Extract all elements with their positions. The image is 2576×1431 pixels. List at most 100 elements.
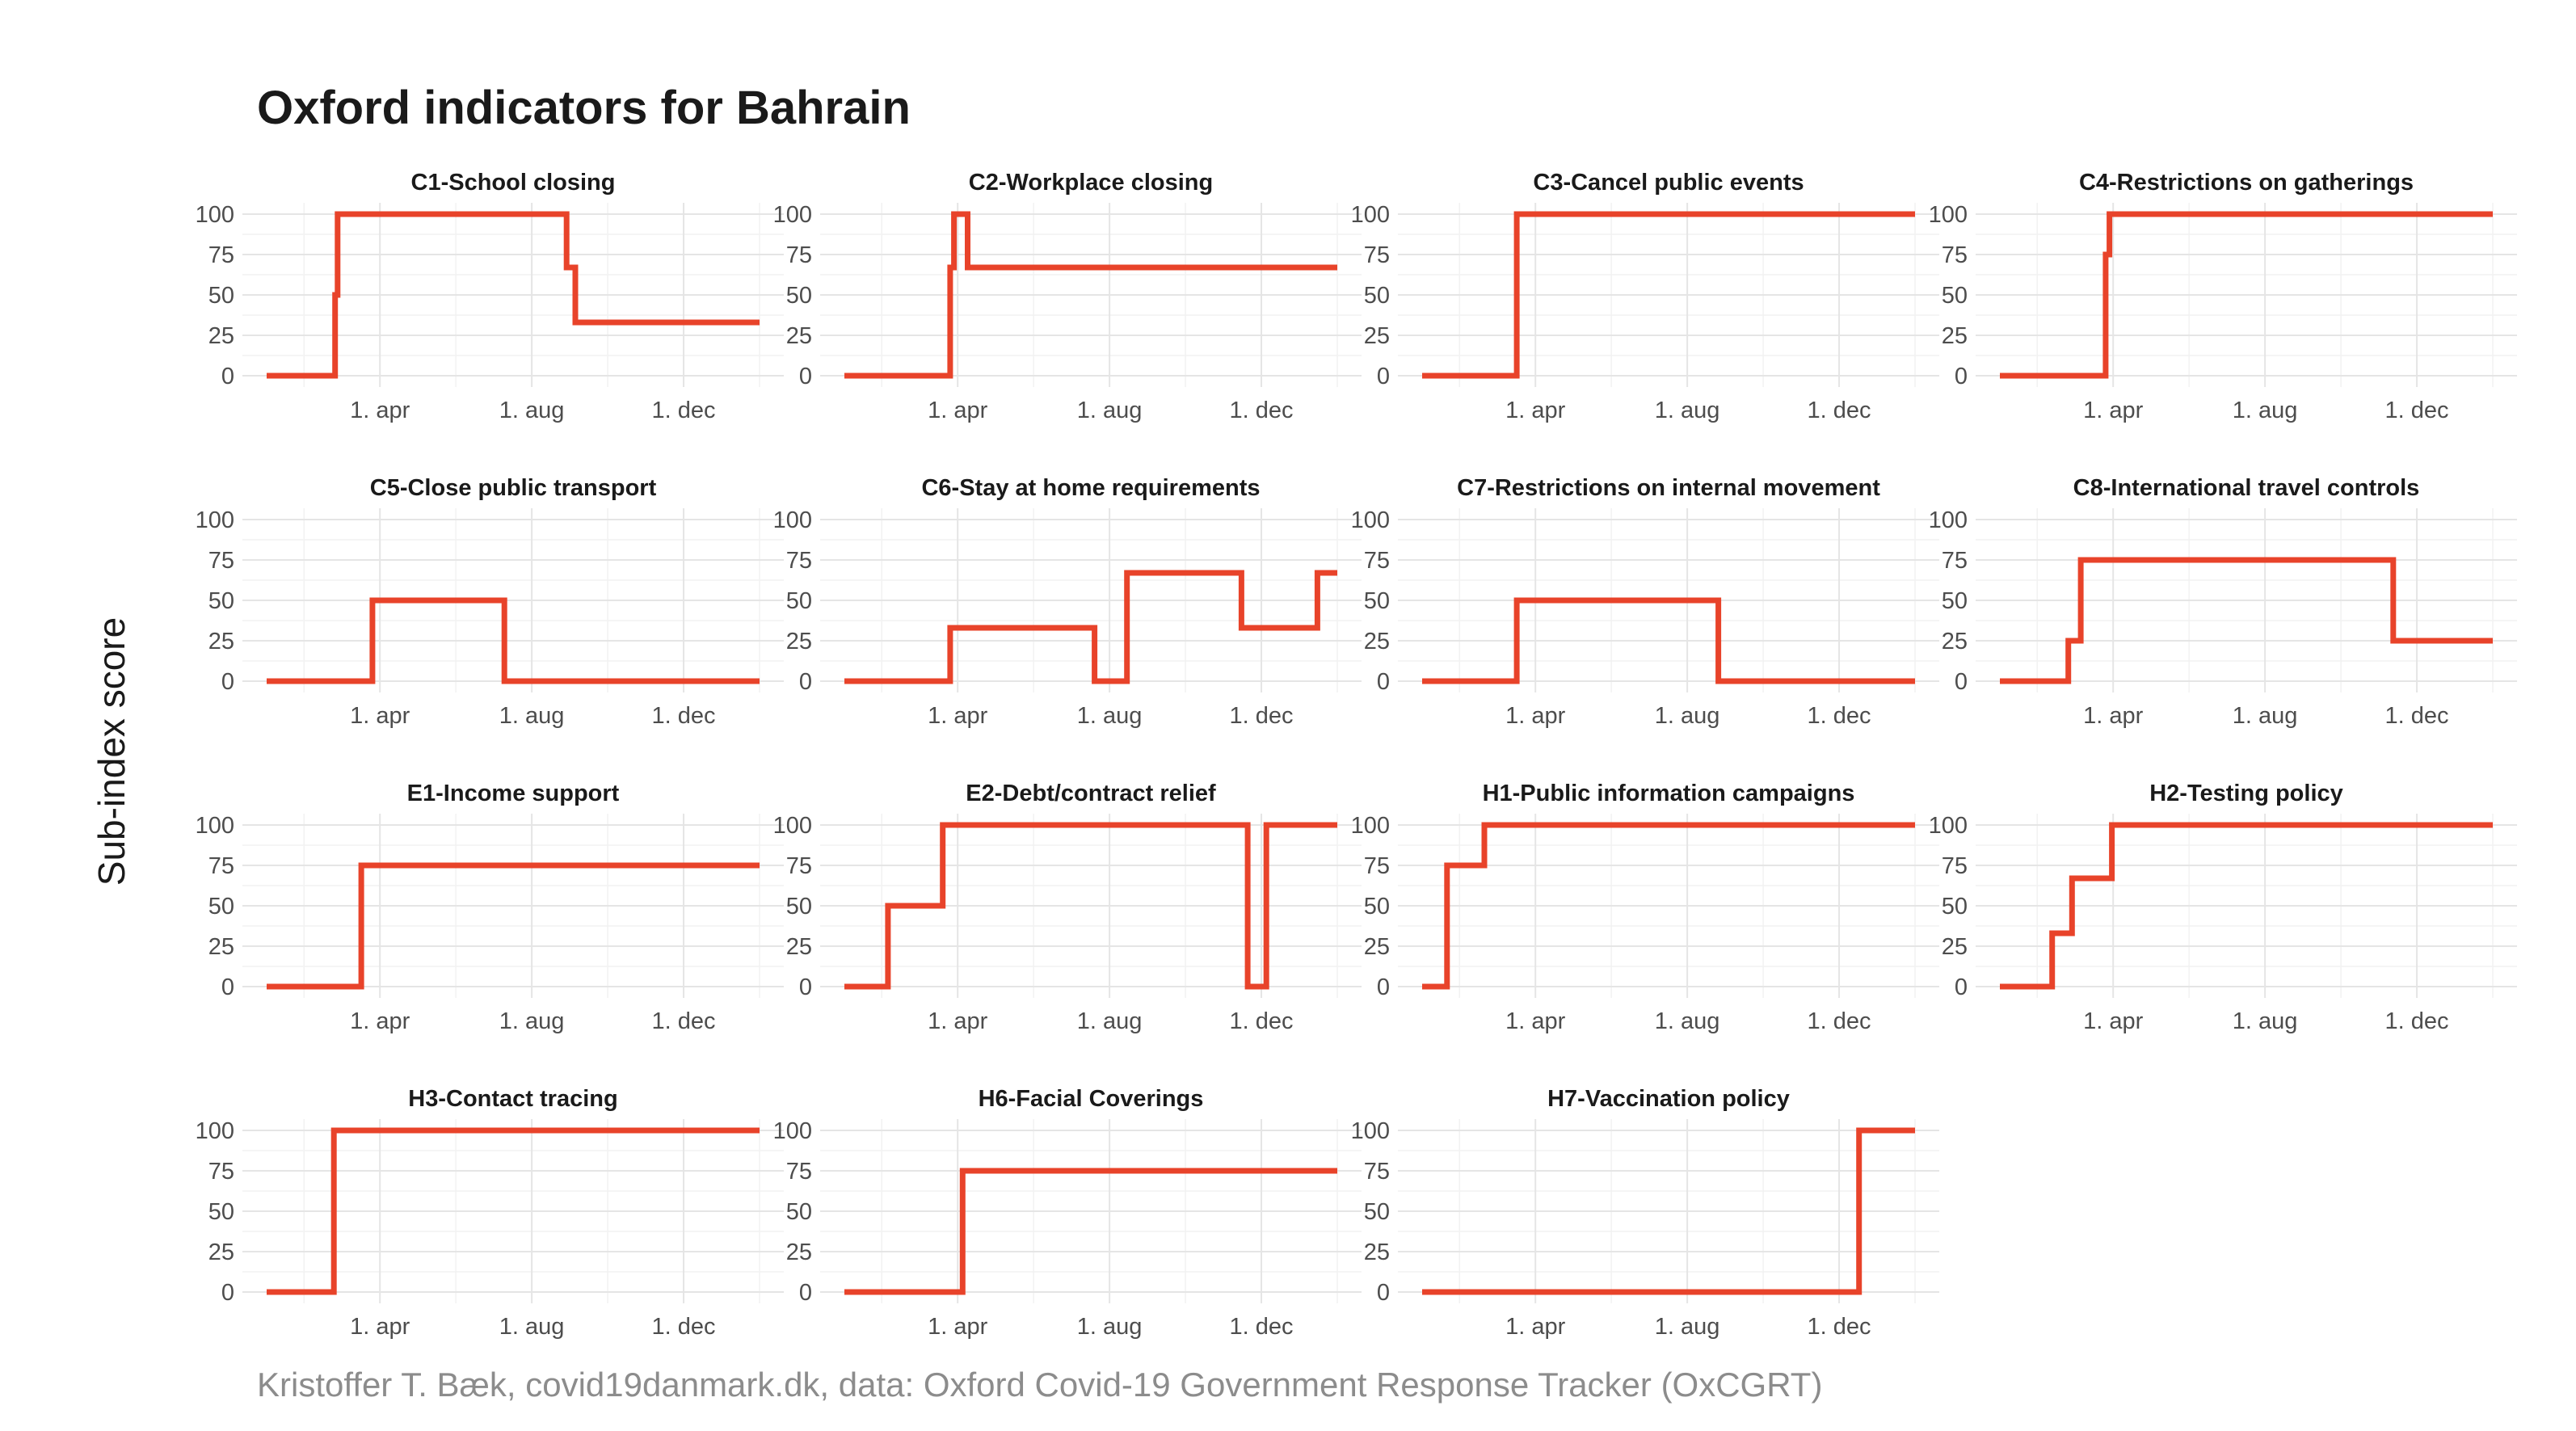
panel-title: E2-Debt/contract relief bbox=[966, 781, 1216, 806]
x-tick-label: 1. apr bbox=[350, 703, 410, 729]
y-tick-label: 100 bbox=[1351, 1118, 1390, 1144]
y-tick-label: 25 bbox=[208, 1239, 234, 1265]
y-tick-label: 100 bbox=[773, 1118, 812, 1144]
y-tick-label: 75 bbox=[1942, 853, 1968, 879]
y-tick-label: 0 bbox=[799, 974, 812, 1000]
y-tick-label: 50 bbox=[1364, 1199, 1390, 1225]
y-tick-label: 75 bbox=[1364, 853, 1390, 879]
y-tick-label: 100 bbox=[1929, 202, 1968, 228]
y-tick-label: 25 bbox=[786, 1239, 812, 1265]
y-tick-label: 50 bbox=[208, 1199, 234, 1225]
panel-title: H7-Vaccination policy bbox=[1547, 1086, 1790, 1112]
y-tick-label: 50 bbox=[1942, 588, 1968, 614]
panel-8: 0 25 50 75 100 1. apr 1. aug 1. dec C8-Internati… bbox=[1929, 475, 2517, 729]
panel-title: C4-Restrictions on gatherings bbox=[2079, 170, 2414, 196]
y-tick-label: 75 bbox=[208, 242, 234, 268]
y-tick-label: 0 bbox=[221, 1280, 234, 1306]
y-tick-label: 25 bbox=[208, 934, 234, 960]
x-tick-label: 1. apr bbox=[350, 1008, 410, 1034]
y-tick-label: 100 bbox=[773, 202, 812, 228]
y-tick-label: 75 bbox=[1942, 242, 1968, 268]
series-line bbox=[267, 862, 760, 990]
x-tick-label: 1. aug bbox=[1655, 703, 1720, 729]
x-tick-label: 1. dec bbox=[652, 398, 716, 423]
x-tick-label: 1. apr bbox=[350, 398, 410, 423]
y-tick-label: 0 bbox=[1377, 364, 1390, 389]
y-tick-label: 25 bbox=[786, 323, 812, 349]
x-tick-label: 1. aug bbox=[499, 703, 565, 729]
series-line bbox=[2000, 822, 2493, 990]
y-tick-label: 100 bbox=[1929, 813, 1968, 839]
y-tick-label: 50 bbox=[1942, 283, 1968, 309]
panel-title: H3-Contact tracing bbox=[408, 1086, 617, 1112]
panel-5: 0 25 50 75 100 1. apr 1. aug 1. dec C5-Close pub… bbox=[196, 475, 784, 729]
panel-title: C3-Cancel public events bbox=[1533, 170, 1804, 196]
x-tick-label: 1. aug bbox=[499, 398, 565, 423]
y-tick-label: 0 bbox=[799, 364, 812, 389]
series-line bbox=[267, 211, 760, 379]
panel-9: 0 25 50 75 100 1. apr 1. aug 1. dec E1-Income su… bbox=[196, 781, 784, 1034]
x-tick-label: 1. aug bbox=[1077, 1314, 1143, 1340]
x-tick-label: 1. apr bbox=[928, 1008, 987, 1034]
x-tick-label: 1. aug bbox=[1655, 1008, 1720, 1034]
y-tick-label: 75 bbox=[1364, 242, 1390, 268]
x-tick-label: 1. dec bbox=[1230, 1008, 1294, 1034]
x-tick-label: 1. dec bbox=[1808, 703, 1871, 729]
panel-2: 0 25 50 75 100 1. apr 1. aug 1. dec C2-Workplace… bbox=[773, 170, 1362, 423]
series-line bbox=[1422, 597, 1915, 684]
y-tick-label: 100 bbox=[1929, 507, 1968, 533]
panel-3: 0 25 50 75 100 1. apr 1. aug 1. dec C3-Cancel pu… bbox=[1351, 170, 1939, 423]
y-tick-label: 50 bbox=[1364, 588, 1390, 614]
y-tick-label: 50 bbox=[1364, 894, 1390, 920]
y-tick-label: 75 bbox=[786, 242, 812, 268]
x-tick-label: 1. aug bbox=[1077, 703, 1143, 729]
y-tick-label: 75 bbox=[1942, 548, 1968, 574]
y-tick-label: 0 bbox=[799, 669, 812, 695]
y-tick-label: 0 bbox=[221, 364, 234, 389]
panel-4: 0 25 50 75 100 1. apr 1. aug 1. dec C4-Restricti… bbox=[1929, 170, 2517, 423]
series-line bbox=[844, 570, 1337, 684]
y-tick-label: 100 bbox=[196, 1118, 234, 1144]
x-tick-label: 1. apr bbox=[350, 1314, 410, 1340]
y-tick-label: 25 bbox=[1364, 629, 1390, 654]
y-tick-label: 25 bbox=[1364, 323, 1390, 349]
y-tick-label: 50 bbox=[1364, 283, 1390, 309]
series-line bbox=[844, 1168, 1337, 1295]
series-line bbox=[2000, 211, 2493, 379]
series-line bbox=[844, 822, 1337, 990]
x-tick-label: 1. dec bbox=[2385, 398, 2449, 423]
y-tick-label: 25 bbox=[1942, 629, 1968, 654]
panel-7: 0 25 50 75 100 1. apr 1. aug 1. dec C7-Restricti… bbox=[1351, 475, 1939, 729]
x-tick-label: 1. aug bbox=[2233, 1008, 2298, 1034]
y-tick-label: 75 bbox=[208, 853, 234, 879]
y-tick-label: 25 bbox=[1364, 1239, 1390, 1265]
y-tick-label: 75 bbox=[786, 1159, 812, 1185]
y-tick-label: 25 bbox=[1942, 323, 1968, 349]
y-tick-label: 100 bbox=[773, 507, 812, 533]
x-tick-label: 1. aug bbox=[1077, 1008, 1143, 1034]
y-tick-label: 100 bbox=[1351, 507, 1390, 533]
panel-title: C8-International travel controls bbox=[2073, 475, 2420, 501]
panel-6: 0 25 50 75 100 1. apr 1. aug 1. dec C6-Stay at h… bbox=[773, 475, 1362, 729]
y-tick-label: 0 bbox=[1955, 364, 1968, 389]
x-tick-label: 1. apr bbox=[928, 703, 987, 729]
panel-15: 0 25 50 75 100 1. apr 1. aug 1. dec H7-Vaccinati… bbox=[1351, 1086, 1939, 1340]
y-tick-label: 0 bbox=[1377, 669, 1390, 695]
y-tick-label: 50 bbox=[208, 894, 234, 920]
x-tick-label: 1. apr bbox=[1505, 398, 1565, 423]
y-tick-label: 25 bbox=[786, 629, 812, 654]
y-tick-label: 75 bbox=[786, 853, 812, 879]
panel-11: 0 25 50 75 100 1. apr 1. aug 1. dec H1-Public in… bbox=[1351, 781, 1939, 1034]
y-tick-label: 75 bbox=[208, 548, 234, 574]
series-line bbox=[1422, 1127, 1915, 1295]
y-tick-label: 50 bbox=[208, 588, 234, 614]
panel-title: H6-Facial Coverings bbox=[979, 1086, 1204, 1112]
panel-title: C5-Close public transport bbox=[370, 475, 657, 501]
x-tick-label: 1. dec bbox=[1808, 398, 1871, 423]
x-tick-label: 1. apr bbox=[1505, 1314, 1565, 1340]
x-tick-label: 1. dec bbox=[1230, 398, 1294, 423]
source-caption: Kristoffer T. Bæk, covid19danmark.dk, da… bbox=[257, 1366, 1823, 1404]
series-line bbox=[844, 211, 1337, 379]
x-tick-label: 1. apr bbox=[2083, 703, 2143, 729]
